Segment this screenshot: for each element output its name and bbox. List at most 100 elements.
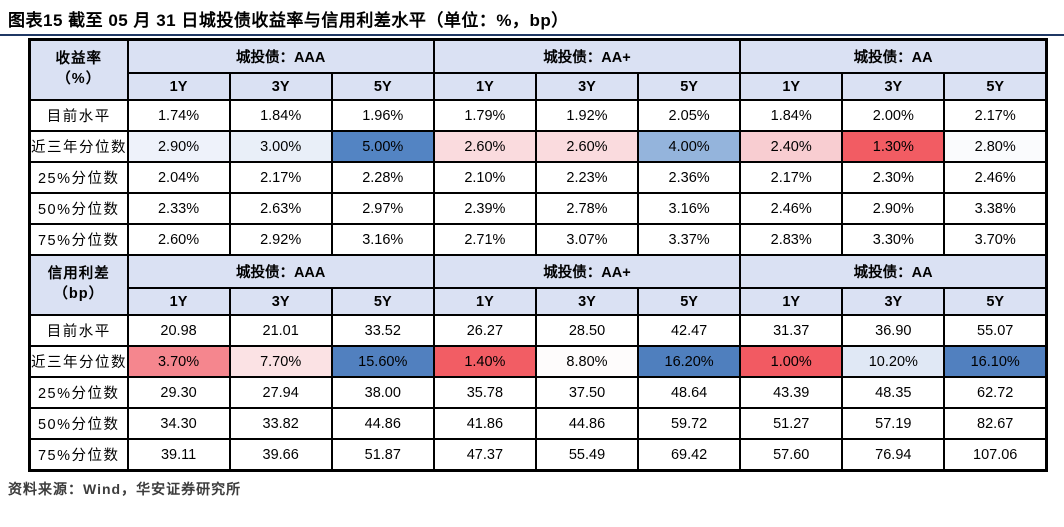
tenor-header: 5Y xyxy=(637,72,742,101)
value-cell: 2.36% xyxy=(637,161,742,194)
tenor-header: 5Y xyxy=(943,72,1048,101)
value-cell: 2.60% xyxy=(432,130,537,163)
value-cell: 3.16% xyxy=(637,192,742,225)
value-cell: 35.78 xyxy=(432,376,537,409)
table-row: 75%分位数 2.60% 2.92% 3.16% 2.71% 3.07% 3.37% 2.83… xyxy=(28,223,1048,256)
group-header-yield-2: 城投债：AA xyxy=(739,38,1048,74)
tenor-header: 3Y xyxy=(534,72,640,101)
value-cell: 1.30% xyxy=(841,130,946,163)
value-cell: 16.20% xyxy=(637,345,742,378)
group-header-spread-1: 城投债：AA+ xyxy=(432,254,742,289)
value-cell: 2.90% xyxy=(126,130,231,163)
value-cell: 55.07 xyxy=(943,314,1048,347)
value-cell: 2.40% xyxy=(739,130,844,163)
value-cell: 38.00 xyxy=(330,376,435,409)
value-cell: 2.83% xyxy=(739,223,844,256)
section-corner-label: 收益率 （%） xyxy=(28,38,129,101)
tenor-header: 3Y xyxy=(228,287,333,316)
data-source: 资料来源：Wind，华安证券研究所 xyxy=(8,481,242,497)
group-header-yield-1: 城投债：AA+ xyxy=(432,38,742,74)
value-cell: 51.87 xyxy=(330,438,435,472)
table-row: 25%分位数 29.30 27.94 38.00 35.78 37.50 48.64 43.3… xyxy=(28,376,1048,409)
table-row: 目前水平 1.74% 1.84% 1.96% 1.79% 1.92% 2.05% 1.84% 2… xyxy=(28,99,1048,132)
tenor-header: 5Y xyxy=(943,287,1048,316)
tenor-header: 5Y xyxy=(330,287,435,316)
table-row: 近三年分位数 2.90% 3.00% 5.00% 2.60% 2.60% 4.00% 2.40… xyxy=(28,130,1048,163)
value-cell: 3.70% xyxy=(126,345,231,378)
value-cell: 57.19 xyxy=(841,407,946,440)
value-cell: 2.04% xyxy=(126,161,231,194)
section-corner-label: 信用利差 （bp） xyxy=(28,254,129,316)
figure-title: 图表15 截至 05 月 31 日城投债收益率与信用利差水平（单位：%，bp） xyxy=(8,11,569,30)
value-cell: 2.46% xyxy=(739,192,844,225)
value-cell: 2.05% xyxy=(637,99,742,132)
row-label: 目前水平 xyxy=(28,314,129,347)
tenor-header: 1Y xyxy=(126,72,231,101)
value-cell: 3.38% xyxy=(943,192,1048,225)
table-row: 75%分位数 39.11 39.66 51.87 47.37 55.49 69.42 57.6… xyxy=(28,438,1048,472)
value-cell: 10.20% xyxy=(841,345,946,378)
row-label: 50%分位数 xyxy=(28,192,129,225)
value-cell: 3.70% xyxy=(943,223,1048,256)
value-cell: 1.79% xyxy=(432,99,537,132)
section-corner-line1: 信用利差 xyxy=(47,266,110,283)
table-row: 25%分位数 2.04% 2.17% 2.28% 2.10% 2.23% 2.36% 2.17… xyxy=(28,161,1048,194)
value-cell: 3.16% xyxy=(330,223,435,256)
value-cell: 1.40% xyxy=(432,345,537,378)
value-cell: 21.01 xyxy=(228,314,333,347)
tenor-header: 3Y xyxy=(228,72,333,101)
row-label: 75%分位数 xyxy=(28,438,129,472)
group-header-spread-2: 城投债：AA xyxy=(739,254,1048,289)
value-cell: 5.00% xyxy=(330,130,435,163)
value-cell: 36.90 xyxy=(841,314,946,347)
value-cell: 39.11 xyxy=(126,438,231,472)
group-header-spread-0: 城投债：AAA xyxy=(126,254,435,289)
value-cell: 2.17% xyxy=(943,99,1048,132)
value-cell: 2.17% xyxy=(739,161,844,194)
title-divider xyxy=(0,34,1064,36)
value-cell: 55.49 xyxy=(534,438,640,472)
value-cell: 39.66 xyxy=(228,438,333,472)
table-row: 近三年分位数 3.70% 7.70% 15.60% 1.40% 8.80% 16.20% 1.… xyxy=(28,345,1048,378)
tenor-header: 5Y xyxy=(330,72,435,101)
value-cell: 1.74% xyxy=(126,99,231,132)
value-cell: 27.94 xyxy=(228,376,333,409)
value-cell: 2.78% xyxy=(534,192,640,225)
value-cell: 16.10% xyxy=(943,345,1048,378)
tenor-header: 1Y xyxy=(432,287,537,316)
value-cell: 20.98 xyxy=(126,314,231,347)
value-cell: 15.60% xyxy=(330,345,435,378)
tenor-header: 1Y xyxy=(739,72,844,101)
value-cell: 1.96% xyxy=(330,99,435,132)
yield-spread-table: 收益率 （%） 城投债：AAA 城投债：AA+ 城投债：AA 1Y 3Y 5Y 1Y 3Y 5Y 1Y… xyxy=(28,38,1048,472)
value-cell: 41.86 xyxy=(432,407,537,440)
section-corner-line2: （%） xyxy=(56,71,102,87)
row-label: 目前水平 xyxy=(28,99,129,132)
value-cell: 2.00% xyxy=(841,99,946,132)
value-cell: 44.86 xyxy=(330,407,435,440)
tenor-header: 3Y xyxy=(841,72,946,101)
value-cell: 7.70% xyxy=(228,345,333,378)
row-label: 25%分位数 xyxy=(28,161,129,194)
value-cell: 107.06 xyxy=(943,438,1048,472)
value-cell: 28.50 xyxy=(534,314,640,347)
value-cell: 8.80% xyxy=(534,345,640,378)
value-cell: 76.94 xyxy=(841,438,946,472)
value-cell: 26.27 xyxy=(432,314,537,347)
value-cell: 47.37 xyxy=(432,438,537,472)
value-cell: 33.82 xyxy=(228,407,333,440)
value-cell: 2.23% xyxy=(534,161,640,194)
row-label: 75%分位数 xyxy=(28,223,129,256)
value-cell: 2.92% xyxy=(228,223,333,256)
value-cell: 59.72 xyxy=(637,407,742,440)
value-cell: 42.47 xyxy=(637,314,742,347)
table-row: 目前水平 20.98 21.01 33.52 26.27 28.50 42.47 31.37 3… xyxy=(28,314,1048,347)
value-cell: 2.30% xyxy=(841,161,946,194)
value-cell: 48.35 xyxy=(841,376,946,409)
row-label: 50%分位数 xyxy=(28,407,129,440)
value-cell: 2.97% xyxy=(330,192,435,225)
group-header-yield-0: 城投债：AAA xyxy=(126,38,435,74)
value-cell: 2.63% xyxy=(228,192,333,225)
value-cell: 33.52 xyxy=(330,314,435,347)
value-cell: 1.00% xyxy=(739,345,844,378)
